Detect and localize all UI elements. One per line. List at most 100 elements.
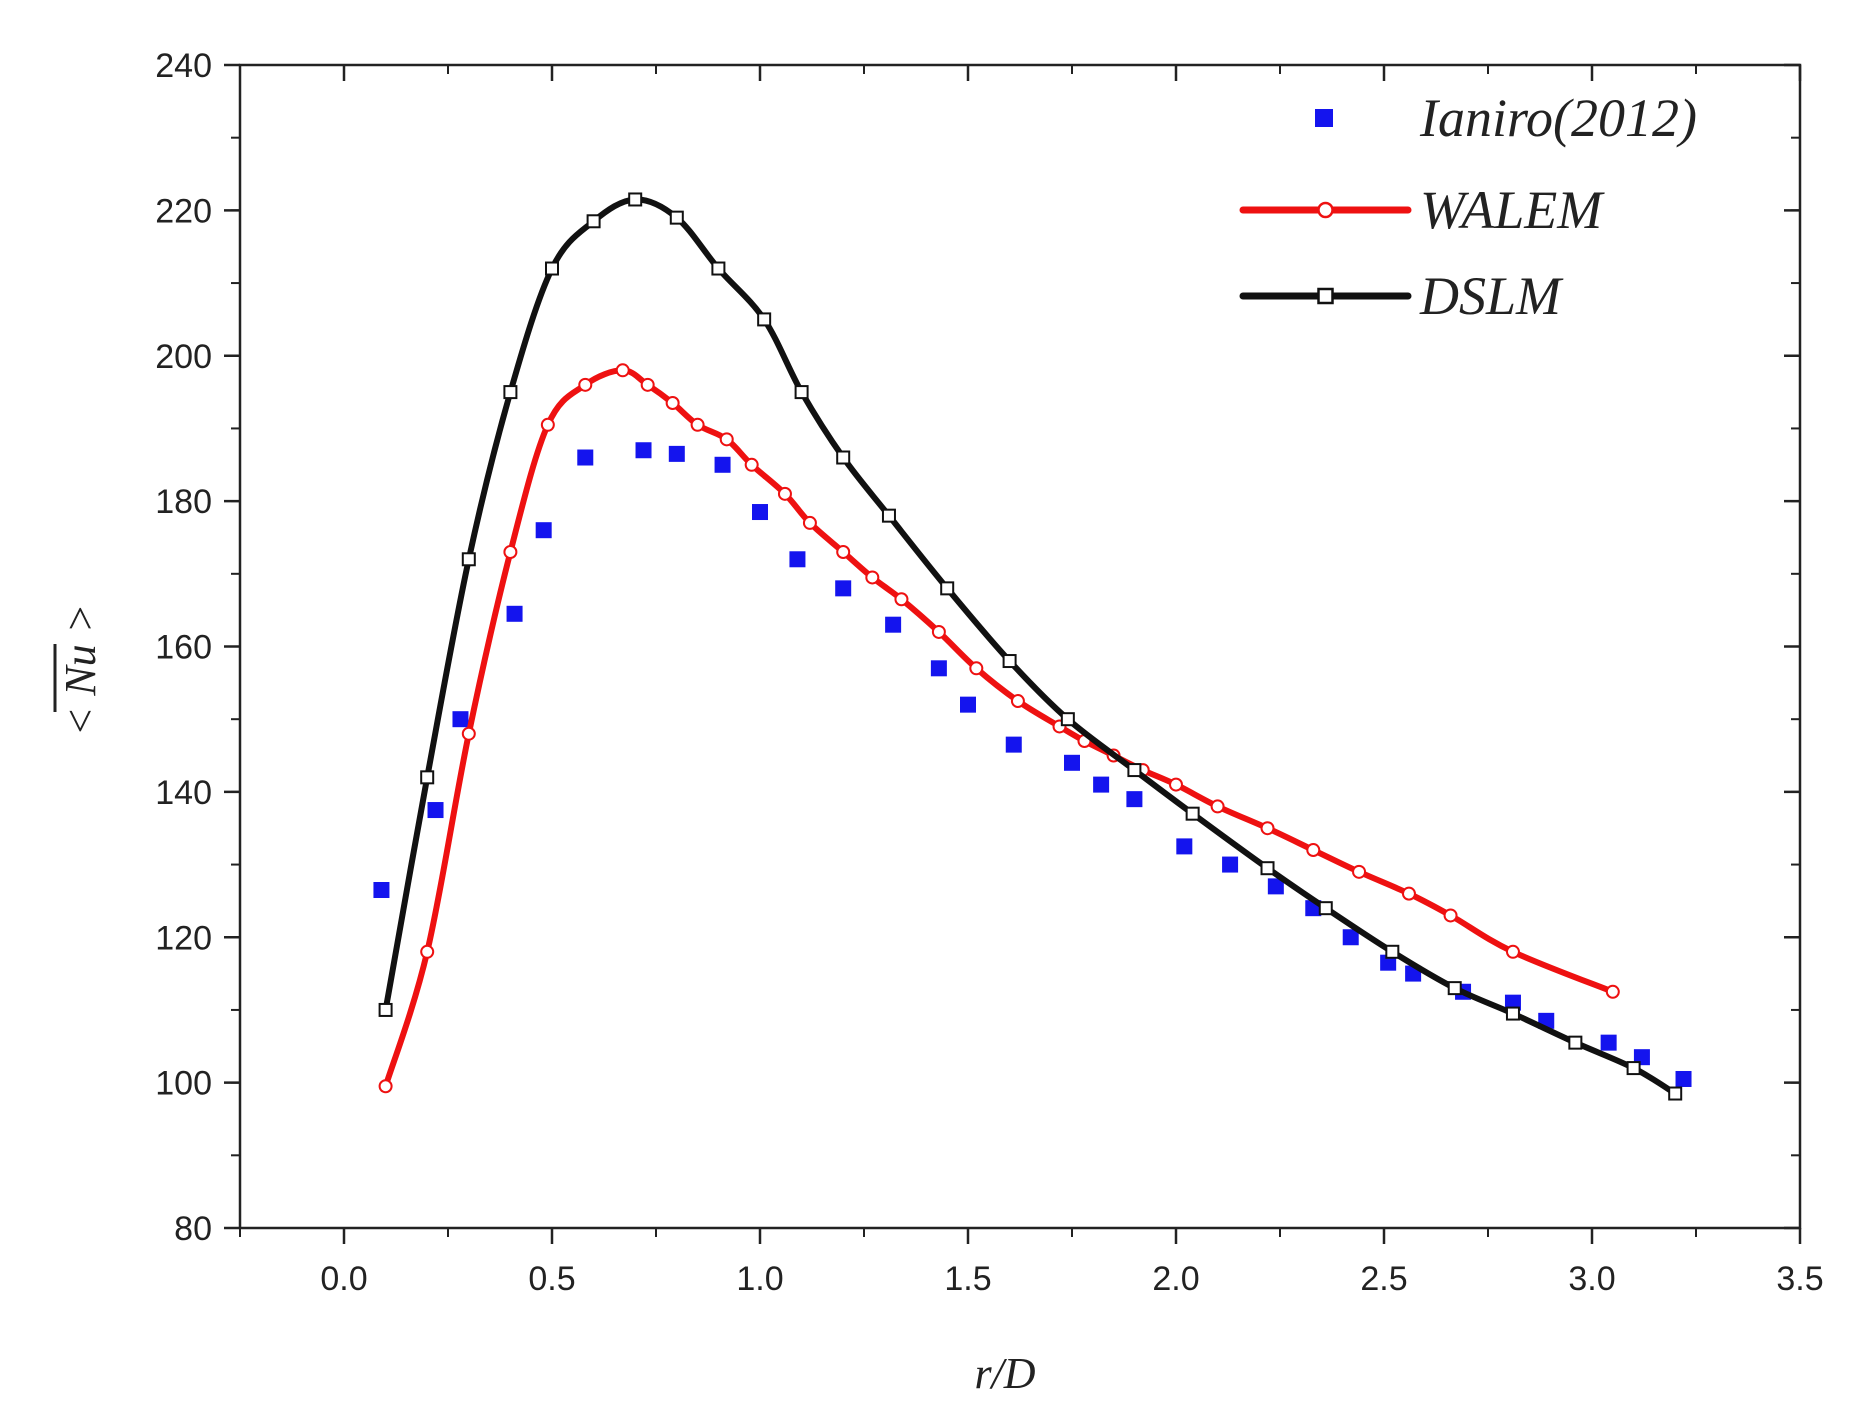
data-point-dslm (1626, 1061, 1641, 1076)
data-point-ianiro-2012 (930, 660, 947, 677)
data-point-ianiro-2012 (752, 504, 768, 521)
y-tick-label: 180 (155, 483, 212, 521)
series-dslm (378, 192, 1683, 1101)
data-point-ianiro-2012 (714, 456, 731, 473)
data-point-dslm (1185, 806, 1200, 821)
tick-labels: 0.0 0.5 1.0 1.5 2.0 2.5 3.0 3.5 80 100 120 140 160 18… (155, 47, 1823, 1298)
y-axis-label: < Nu > (56, 604, 105, 737)
data-point-walem (1210, 799, 1225, 814)
data-point-ianiro-2012 (577, 449, 594, 466)
data-point-dslm (1568, 1035, 1583, 1050)
data-point-dslm (669, 210, 684, 225)
data-point-walem (865, 570, 880, 585)
data-point-walem (969, 661, 984, 676)
data-point-dslm (1060, 712, 1075, 727)
data-point-dslm (940, 581, 955, 596)
data-point-walem (378, 1079, 393, 1094)
data-point-dslm (420, 770, 435, 785)
data-point-ianiro-2012 (885, 616, 902, 633)
data-point-dslm (503, 385, 518, 400)
data-point-ianiro-2012 (452, 711, 469, 728)
y-tick-label: 140 (155, 774, 212, 812)
data-point-walem (931, 624, 946, 639)
x-tick-label: 0.0 (320, 1260, 367, 1298)
x-tick-label: 1.0 (736, 1260, 783, 1298)
data-point-walem (640, 377, 655, 392)
data-point-walem (1260, 821, 1275, 836)
data-point-walem (1443, 908, 1458, 923)
legend-marker-dslm (1317, 287, 1334, 305)
data-point-walem (719, 432, 734, 447)
data-point-dslm (1260, 861, 1275, 876)
data-point-dslm (545, 261, 559, 276)
y-tick-label: 80 (174, 1210, 212, 1248)
data-point-walem (836, 545, 851, 560)
data-point-ianiro-2012 (1176, 838, 1193, 855)
legend-label-walem: WALEM (1420, 180, 1605, 240)
y-tick-label: 100 (155, 1065, 212, 1103)
y-tick-label: 160 (155, 629, 212, 667)
data-point-dslm (757, 312, 772, 327)
x-axis-label: r/D (974, 1349, 1035, 1398)
data-point-walem (1169, 777, 1183, 792)
data-point-dslm (586, 214, 601, 229)
data-point-ianiro-2012 (1267, 878, 1284, 895)
x-tick-label: 2.5 (1360, 1260, 1407, 1298)
data-point-ianiro-2012 (506, 605, 523, 622)
data-point-ianiro-2012 (1093, 776, 1110, 793)
data-point-dslm (1385, 944, 1400, 959)
data-point-ianiro-2012 (535, 522, 552, 539)
y-tick-label: 240 (155, 47, 212, 85)
data-point-ianiro-2012 (789, 551, 806, 568)
data-point-dslm (711, 261, 726, 276)
series-ianiro-2012 (373, 442, 1692, 1087)
data-point-ianiro-2012 (427, 802, 444, 819)
y-axis-title-group: < Nu > (53, 604, 105, 737)
data-point-walem (461, 726, 476, 741)
data-point-dslm (881, 508, 896, 523)
data-point-dslm (1505, 1006, 1520, 1021)
data-point-ianiro-2012 (1600, 1034, 1617, 1051)
data-point-walem (1401, 886, 1416, 901)
data-point-walem (690, 417, 705, 432)
data-point-dslm (1318, 901, 1333, 916)
data-point-dslm (836, 450, 851, 465)
data-point-walem (540, 417, 555, 432)
legend: Ianiro(2012) WALEM DSLM (1239, 88, 1697, 326)
data-point-ianiro-2012 (835, 580, 852, 597)
x-tick-label: 3.0 (1568, 1260, 1615, 1298)
data-point-walem (744, 457, 759, 472)
data-point-dslm (1668, 1086, 1683, 1101)
data-point-walem (503, 545, 518, 560)
data-point-walem (1010, 694, 1025, 709)
x-tick-label: 0.5 (528, 1260, 575, 1298)
data-point-ianiro-2012 (1675, 1070, 1692, 1087)
data-point-ianiro-2012 (1064, 754, 1080, 771)
y-tick-label: 200 (155, 338, 212, 376)
data-point-ianiro-2012 (668, 445, 685, 462)
data-point-dslm (461, 552, 476, 567)
series-walem (378, 363, 1620, 1094)
data-point-walem (802, 515, 817, 530)
data-point-dslm (794, 385, 809, 400)
y-tick-label: 220 (155, 192, 212, 230)
data-point-ianiro-2012 (1222, 856, 1239, 873)
axis-ticks (224, 63, 1802, 1244)
data-point-ianiro-2012 (1342, 929, 1359, 946)
data-point-walem (1306, 843, 1321, 858)
data-point-dslm (378, 1002, 393, 1017)
x-tick-label: 2.0 (1152, 1260, 1199, 1298)
legend-marker-ianiro-2012 (1315, 109, 1333, 127)
data-point-walem (578, 377, 593, 392)
data-series (373, 192, 1692, 1101)
data-point-ianiro-2012 (1126, 791, 1143, 808)
data-point-walem (777, 486, 792, 501)
legend-label-ianiro-2012: Ianiro(2012) (1419, 88, 1697, 148)
legend-marker-walem (1317, 201, 1334, 219)
data-point-dslm (628, 192, 643, 207)
x-tick-label: 1.5 (944, 1260, 991, 1298)
y-tick-label: 120 (155, 919, 212, 957)
data-point-walem (1352, 864, 1367, 879)
data-point-walem (1605, 984, 1620, 999)
series-line-walem (382, 367, 1616, 1090)
